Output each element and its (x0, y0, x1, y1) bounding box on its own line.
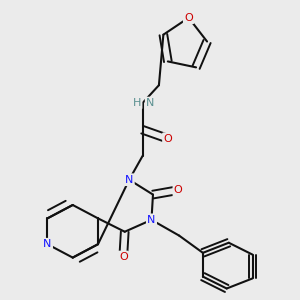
Text: O: O (164, 134, 172, 144)
Text: H: H (133, 98, 141, 108)
Text: N: N (43, 239, 52, 249)
Text: O: O (119, 252, 128, 262)
Text: N: N (147, 215, 156, 225)
Text: O: O (174, 185, 183, 195)
Text: N: N (146, 98, 154, 108)
Text: N: N (125, 175, 134, 185)
Text: O: O (184, 13, 193, 23)
